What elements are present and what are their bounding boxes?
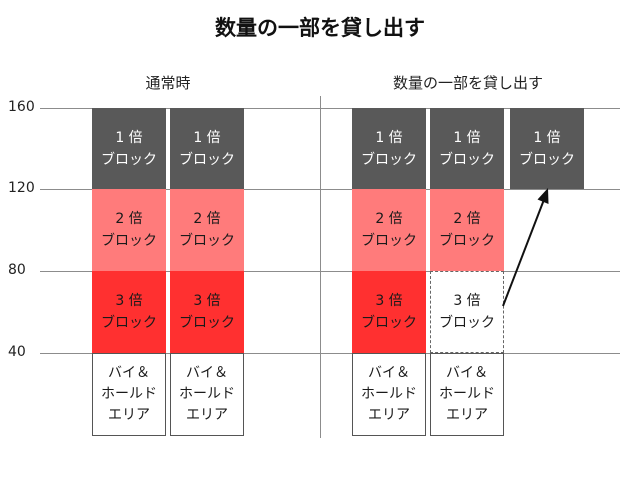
gridline-40 [40,353,620,354]
buy-and-hold-area: バイ＆ ホールド エリア [430,353,504,436]
arrow-head-icon [537,188,549,204]
hold-label-line: エリア [446,407,488,423]
block-label-multiplier: 2 倍 [375,211,403,227]
block-label-multiplier: 1 倍 [533,129,561,146]
block-label-multiplier: 1 倍 [375,129,403,146]
diagram-title: 数量の一部を貸し出す [215,16,425,40]
y-tick-80: 80 [8,262,26,278]
gridline-120 [40,189,620,190]
block-label-multiplier: 3 倍 [453,293,481,309]
hold-label-line: エリア [368,407,410,423]
block-label-type: ブロック [439,151,495,168]
block-label-multiplier: 1 倍 [453,129,481,146]
y-tick-120: 120 [8,180,35,196]
hold-label-line: ホールド [101,386,157,402]
borrowed-block-1x: 1 倍 ブロック [510,108,584,189]
gridline-160 [40,108,620,109]
block-2x: 2 倍 ブロック [352,189,426,271]
hold-label-line: バイ＆ [186,365,228,381]
block-label-type: ブロック [519,151,575,168]
block-3x: 3 倍 ブロック [92,271,166,353]
block-label-type: ブロック [439,233,495,249]
block-label-multiplier: 3 倍 [115,293,143,309]
block-label-multiplier: 2 倍 [453,211,481,227]
block-label-multiplier: 3 倍 [375,293,403,309]
buy-and-hold-area: バイ＆ ホールド エリア [170,353,244,436]
block-label-multiplier: 1 倍 [115,129,143,146]
block-2x: 2 倍 ブロック [170,189,244,271]
hold-label-line: バイ＆ [446,365,488,381]
block-label-type: ブロック [179,233,235,249]
block-label-type: ブロック [361,233,417,249]
block-3x: 3 倍 ブロック [170,271,244,353]
block-2x: 2 倍 ブロック [430,189,504,271]
right-section-label: 数量の一部を貸し出す [392,74,543,92]
lent-block-3x-placeholder: 3 倍 ブロック [430,271,504,353]
block-label-multiplier: 3 倍 [193,293,221,309]
hold-label-line: ホールド [361,386,417,402]
block-label-multiplier: 2 倍 [115,211,143,227]
block-label-type: ブロック [361,151,417,168]
block-label-multiplier: 2 倍 [193,211,221,227]
block-label-type: ブロック [179,151,235,168]
block-1x: 1 倍 ブロック [170,108,244,189]
block-2x: 2 倍 ブロック [92,189,166,271]
block-label-multiplier: 1 倍 [193,129,221,146]
section-divider [320,96,321,438]
arrow-shaft [502,196,546,307]
y-tick-40: 40 [8,344,26,360]
hold-label-line: ホールド [439,386,495,402]
hold-label-line: エリア [108,407,150,423]
block-label-type: ブロック [439,315,495,331]
buy-and-hold-area: バイ＆ ホールド エリア [352,353,426,436]
gridline-80 [40,271,620,272]
block-label-type: ブロック [101,233,157,249]
block-label-type: ブロック [179,315,235,331]
hold-label-line: ホールド [179,386,235,402]
hold-label-line: バイ＆ [108,365,150,381]
buy-and-hold-area: バイ＆ ホールド エリア [92,353,166,436]
block-1x: 1 倍 ブロック [352,108,426,189]
block-3x: 3 倍 ブロック [352,271,426,353]
block-label-type: ブロック [101,151,157,168]
block-1x: 1 倍 ブロック [430,108,504,189]
y-tick-160: 160 [8,99,35,115]
block-label-type: ブロック [361,315,417,331]
hold-label-line: エリア [186,407,228,423]
hold-label-line: バイ＆ [368,365,410,381]
left-section-label: 通常時 [145,74,191,92]
block-label-type: ブロック [101,315,157,331]
block-1x: 1 倍 ブロック [92,108,166,189]
